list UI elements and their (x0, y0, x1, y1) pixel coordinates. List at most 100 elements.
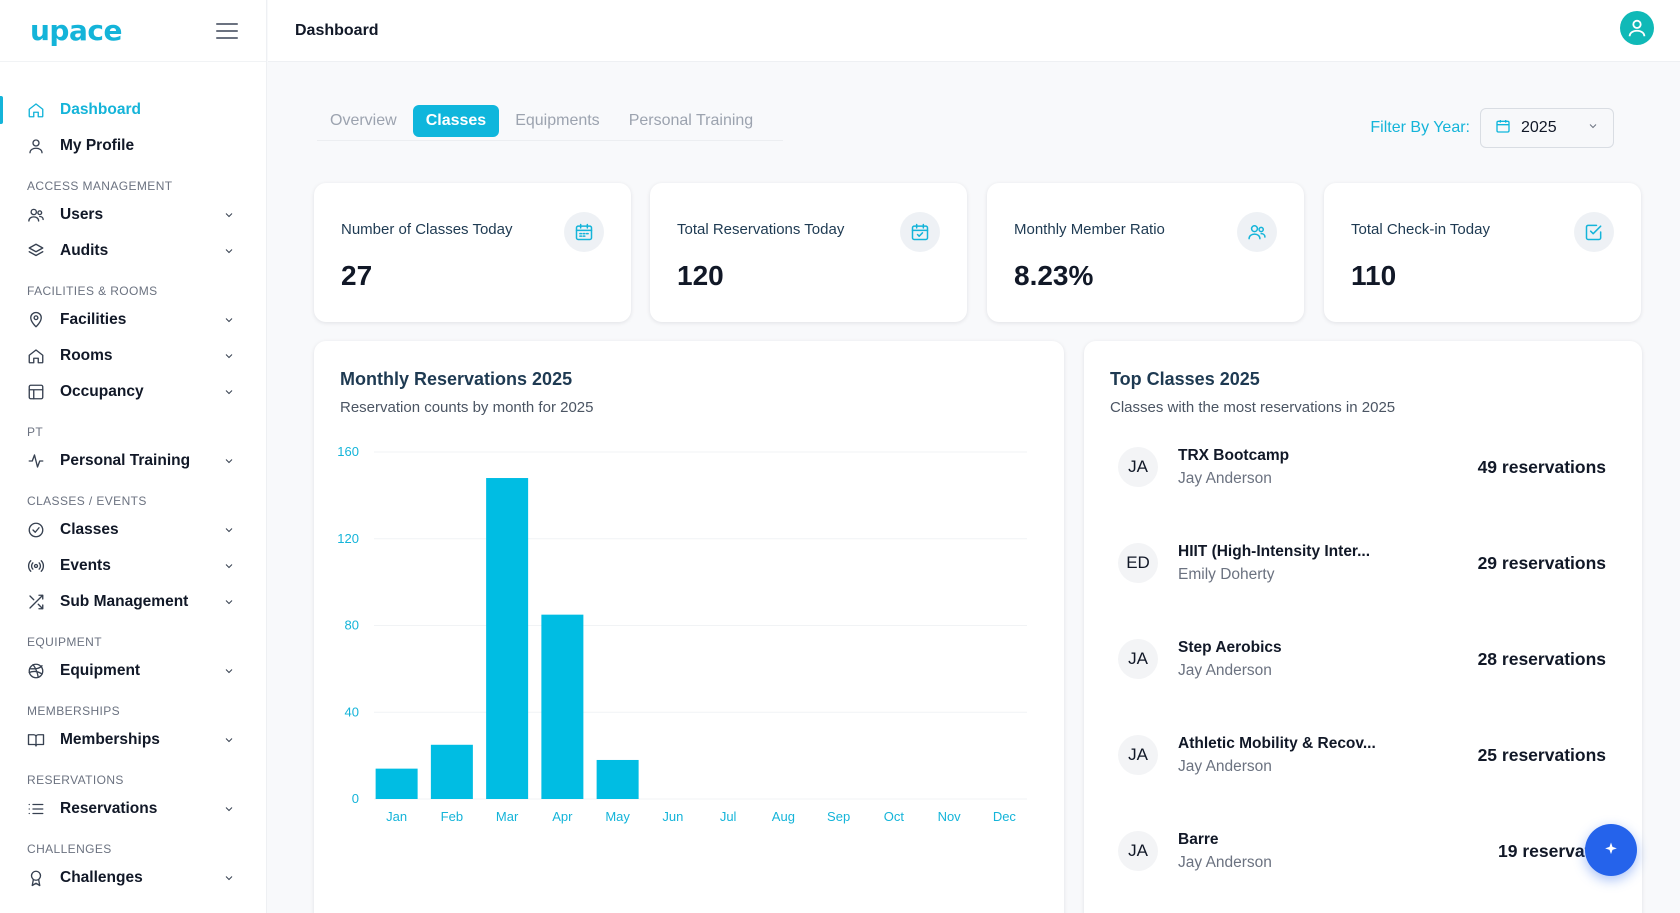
sidebar-nav: Dashboard My Profile ACCESS MANAGEMENT User… (0, 62, 266, 896)
bar-jan[interactable] (375, 768, 418, 799)
sidebar-item-facilities[interactable]: Facilities (0, 302, 266, 338)
users-icon (1237, 212, 1277, 252)
sidebar-item-memberships[interactable]: Memberships (0, 722, 266, 758)
chevron-down-icon[interactable] (222, 595, 236, 609)
chevron-down-icon[interactable] (222, 313, 236, 327)
bar-may[interactable] (596, 759, 639, 799)
sidebar-item-dashboard[interactable]: Dashboard (0, 92, 266, 128)
sidebar-item-label: Challenges (60, 869, 143, 886)
dashboard-tabs: Overview Classes Equipments Personal Tra… (317, 101, 784, 141)
class-instructor: Jay Anderson (1178, 757, 1272, 775)
x-tick-label: Feb (441, 809, 463, 824)
panel-subtitle: Classes with the most reservations in 20… (1110, 399, 1396, 416)
class-name: Athletic Mobility & Recov... (1178, 734, 1376, 752)
class-info: TRX Bootcamp Jay Anderson (1178, 447, 1478, 488)
shuffle-icon (26, 592, 46, 612)
chevron-down-icon[interactable] (222, 664, 236, 678)
table-icon (26, 382, 46, 402)
sidebar-item-reservations[interactable]: Reservations (0, 791, 266, 827)
chevron-down-icon[interactable] (222, 349, 236, 363)
chevron-down-icon[interactable] (222, 208, 236, 222)
bar-feb[interactable] (430, 744, 473, 799)
class-instructor: Jay Anderson (1178, 661, 1272, 679)
sidebar-item-classes[interactable]: Classes (0, 512, 266, 548)
tab-personal-training[interactable]: Personal Training (628, 111, 754, 129)
tab-overview[interactable]: Overview (330, 111, 397, 129)
sidebar-item-occupancy[interactable]: Occupancy (0, 374, 266, 410)
year-filter: Filter By Year: 2025 (1370, 108, 1614, 148)
menu-toggle-icon[interactable] (216, 22, 238, 39)
sidebar: upace Dashboard My Profile ACCESS MANAGEME… (0, 0, 267, 913)
sidebar-item-sub-management[interactable]: Sub Management (0, 584, 266, 620)
class-name: Step Aerobics (1178, 638, 1282, 656)
y-tick-label: 0 (352, 791, 359, 806)
stat-card-checkin-today: Total Check-in Today 110 (1324, 183, 1641, 322)
list-item[interactable]: JA Step Aerobics Jay Anderson 28 reservatio… (1110, 611, 1606, 707)
sidebar-item-label: Classes (60, 521, 119, 538)
calendar-check-icon (900, 212, 940, 252)
list-item[interactable]: JA Athletic Mobility & Recov... Jay Anders… (1110, 707, 1606, 803)
award-icon (26, 868, 46, 888)
sidebar-item-equipment[interactable]: Equipment (0, 653, 266, 689)
sidebar-item-label: Facilities (60, 311, 127, 328)
map-pin-icon (26, 310, 46, 330)
reservations-bar-chart: 0 40 80 120 160 Jan Feb Mar Apr May Jun Jul Aug Sep Oc… (337, 444, 1027, 824)
user-icon (26, 136, 46, 156)
bar-mar[interactable] (486, 478, 529, 799)
sidebar-item-label: Events (60, 557, 111, 574)
chevron-down-icon[interactable] (222, 454, 236, 468)
filter-label: Filter By Year: (1370, 119, 1470, 136)
stat-card-member-ratio: Monthly Member Ratio 8.23% (987, 183, 1304, 322)
panel-title: Top Classes 2025 (1110, 369, 1260, 389)
bar-apr[interactable] (541, 614, 584, 799)
activity-icon (26, 451, 46, 471)
sidebar-item-rooms[interactable]: Rooms (0, 338, 266, 374)
sidebar-item-label: My Profile (60, 137, 135, 154)
list-item[interactable]: JA TRX Bootcamp Jay Anderson 49 reservation… (1110, 419, 1606, 515)
calendar-icon (564, 212, 604, 252)
stat-card-reservations-today: Total Reservations Today 120 (650, 183, 967, 322)
sidebar-item-users[interactable]: Users (0, 197, 266, 233)
list-item[interactable]: ED HIIT (High-Intensity Inter... Emily Doh… (1110, 515, 1606, 611)
chevron-down-icon[interactable] (222, 733, 236, 747)
sidebar-item-audits[interactable]: Audits (0, 233, 266, 269)
sidebar-section-title: RESERVATIONS (27, 773, 124, 787)
chevron-down-icon (1587, 119, 1599, 137)
tab-equipments[interactable]: Equipments (515, 111, 600, 129)
class-instructor: Emily Doherty (1178, 565, 1275, 583)
chevron-down-icon[interactable] (222, 244, 236, 258)
stat-card-classes-today: Number of Classes Today 27 (314, 183, 631, 322)
y-tick-label: 160 (337, 444, 359, 459)
home-icon (26, 100, 46, 120)
assistant-fab-button[interactable] (1585, 824, 1637, 876)
chevron-down-icon[interactable] (222, 559, 236, 573)
chevron-down-icon[interactable] (222, 523, 236, 537)
dribbble-icon (26, 661, 46, 681)
sidebar-item-label: Audits (60, 242, 109, 259)
chevron-down-icon[interactable] (222, 385, 236, 399)
list-icon (26, 799, 46, 819)
sidebar-item-challenges[interactable]: Challenges (0, 860, 266, 896)
tab-classes[interactable]: Classes (412, 104, 500, 137)
chevron-down-icon[interactable] (222, 802, 236, 816)
reservation-count: 49 reservations (1477, 456, 1606, 477)
sidebar-section-title: CLASSES / EVENTS (27, 494, 147, 508)
sidebar-section-title: FACILITIES & ROOMS (27, 284, 158, 298)
avatar: ED (1118, 543, 1158, 583)
sidebar-item-my-profile[interactable]: My Profile (0, 128, 266, 164)
top-classes-list: JA TRX Bootcamp Jay Anderson 49 reservation… (1110, 419, 1606, 899)
sidebar-item-events[interactable]: Events (0, 548, 266, 584)
sidebar-item-personal-training[interactable]: Personal Training (0, 443, 266, 479)
list-item[interactable]: JA Barre Jay Anderson 19 reservatio (1110, 803, 1606, 899)
reservation-count: 28 reservations (1477, 648, 1606, 669)
sidebar-item-label: Reservations (60, 800, 158, 817)
sidebar-item-label: Users (60, 206, 104, 223)
user-avatar-icon[interactable] (1620, 11, 1654, 45)
sidebar-section-title: ACCESS MANAGEMENT (27, 179, 173, 193)
stat-title: Total Reservations Today (677, 221, 845, 238)
year-select[interactable]: 2025 (1480, 108, 1614, 148)
chevron-down-icon[interactable] (222, 871, 236, 885)
stat-value: 8.23% (1014, 260, 1094, 291)
app-logo[interactable]: upace (30, 14, 122, 47)
broadcast-icon (26, 556, 46, 576)
